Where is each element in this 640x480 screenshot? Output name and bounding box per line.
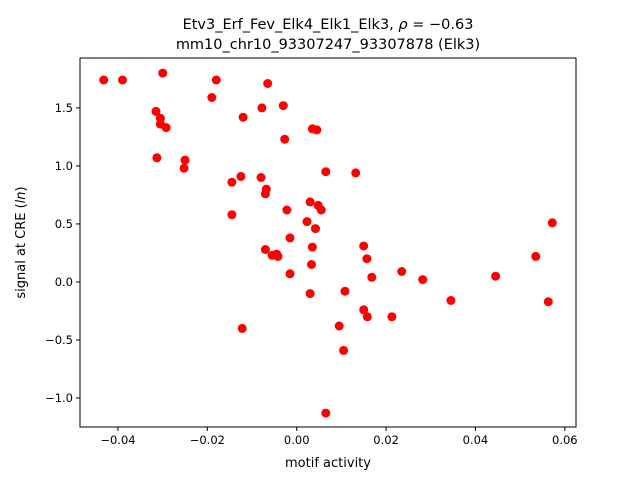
scatter-point (340, 286, 350, 296)
x-tick-label: −0.02 (190, 433, 225, 447)
scatter-point (305, 197, 315, 207)
scatter-point (531, 251, 541, 261)
y-axis-label: signal at CRE (ln) (14, 186, 29, 298)
scatter-point (285, 269, 295, 279)
y-tick-label: 0.5 (55, 217, 73, 231)
scatter-point (351, 168, 361, 178)
scatter-point (285, 233, 295, 243)
x-tick-label: 0.04 (463, 433, 489, 447)
scatter-point (316, 205, 326, 215)
scatter-point (273, 251, 283, 261)
scatter-point (307, 260, 316, 269)
scatter-point (367, 272, 377, 282)
y-tick-label: 1.5 (55, 101, 73, 115)
scatter-point (99, 75, 109, 85)
scatter-point (280, 134, 290, 144)
scatter-point (362, 312, 372, 322)
scatter-point (446, 296, 456, 305)
chart-title-line2: mm10_chr10_93307247_93307878 (Elk3) (176, 37, 480, 53)
x-axis-ticks: −0.04 −0.02 0.00 0.02 0.04 0.06 (100, 427, 578, 447)
scatter-point (161, 123, 171, 133)
scatter-point (158, 68, 168, 78)
y-axis-ticks: −1.0 −0.5 0.0 0.5 1.0 1.5 (45, 101, 80, 405)
axes-frame (79, 57, 577, 428)
x-tick-label: −0.04 (100, 433, 135, 447)
scatter-point (260, 189, 270, 199)
scatter-point (491, 271, 501, 281)
scatter-point (397, 267, 407, 276)
x-tick-label: 0.00 (284, 433, 310, 447)
scatter-point (237, 323, 247, 333)
scatter-point (257, 103, 267, 113)
scatter-point (387, 312, 397, 322)
scatter-point (339, 345, 349, 355)
scatter-point (180, 155, 190, 165)
scatter-point (359, 305, 369, 315)
y-tick-label: 0.0 (55, 275, 73, 289)
x-tick-label: 0.02 (373, 433, 399, 447)
scatter-point (321, 408, 331, 418)
x-tick-label: 0.06 (552, 433, 578, 447)
scatter-point (543, 297, 553, 307)
scatter-point (260, 245, 270, 254)
scatter-point (227, 210, 237, 220)
scatter-point (263, 79, 273, 88)
scatter-point (256, 173, 266, 182)
scatter-point (311, 224, 320, 234)
scatter-point (359, 241, 369, 251)
scatter-point (362, 254, 372, 264)
scatter-point (152, 153, 162, 163)
scatter-point (211, 75, 221, 85)
scatter-point (118, 75, 127, 85)
y-tick-label: −0.5 (45, 333, 73, 347)
scatter-point (282, 205, 292, 215)
scatter-point (278, 101, 288, 111)
scatter-point (238, 112, 248, 122)
y-tick-label: −1.0 (45, 391, 73, 405)
y-tick-label: 1.0 (55, 159, 73, 173)
scatter-point (547, 218, 557, 228)
x-axis-label: motif activity (285, 456, 371, 471)
scatter-point (207, 93, 217, 102)
plot-area (99, 68, 557, 418)
scatter-point (302, 217, 312, 227)
scatter-point (334, 321, 344, 331)
scatter-point (236, 171, 246, 181)
scatter-point (321, 167, 331, 177)
scatter-point (418, 275, 428, 285)
scatter-point (227, 177, 237, 187)
scatter-point (151, 106, 161, 116)
scatter-point (179, 163, 189, 173)
scatter-point (305, 289, 315, 299)
scatter-point (312, 125, 322, 135)
scatter-point (307, 242, 317, 252)
chart-title-line1: Etv3_Erf_Fev_Elk4_Elk1_Elk3, ρ = −0.63 (183, 17, 474, 33)
